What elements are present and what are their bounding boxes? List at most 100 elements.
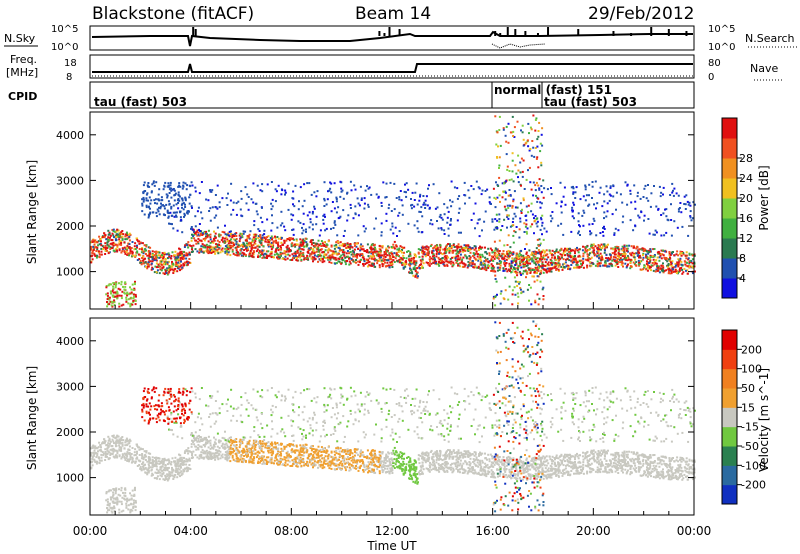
echo-point xyxy=(213,237,215,240)
echo-point xyxy=(585,194,588,197)
echo-point xyxy=(682,271,685,274)
echo-point xyxy=(626,465,629,468)
echo-point xyxy=(319,253,321,256)
echo-point xyxy=(615,257,618,260)
echo-point xyxy=(394,257,397,260)
echo-point xyxy=(319,243,322,245)
echo-point xyxy=(148,196,151,199)
echo-point xyxy=(159,265,162,268)
echo-point xyxy=(582,255,585,258)
echo-point xyxy=(119,235,122,238)
echo-point xyxy=(471,263,474,266)
echo-point xyxy=(449,455,452,458)
echo-point xyxy=(512,234,515,237)
echo-point xyxy=(111,435,114,437)
echo-point xyxy=(511,170,514,173)
echo-point xyxy=(508,252,511,255)
echo-point xyxy=(668,258,671,261)
echo-point xyxy=(170,257,173,260)
echo-point xyxy=(550,187,552,189)
echo-point xyxy=(523,257,526,259)
echo-point xyxy=(457,262,459,265)
echo-point xyxy=(545,264,548,267)
echo-point xyxy=(598,246,601,249)
echo-point xyxy=(305,245,308,248)
echo-point xyxy=(599,186,602,189)
echo-point xyxy=(127,233,130,236)
echo-point xyxy=(613,232,616,235)
echo-point xyxy=(398,247,401,250)
echo-point xyxy=(299,247,302,250)
echo-point xyxy=(447,256,449,259)
echo-point xyxy=(679,257,682,260)
echo-point xyxy=(678,207,681,209)
echo-point xyxy=(626,256,629,259)
echo-point xyxy=(446,454,449,457)
echo-point xyxy=(250,198,253,201)
echo-point xyxy=(336,234,339,237)
nsearch-series xyxy=(491,43,546,49)
echo-point xyxy=(155,262,158,265)
echo-point xyxy=(301,248,304,251)
cpid-segment-2: normal (fast) 151 xyxy=(494,83,612,97)
echo-point xyxy=(172,272,175,274)
echo-point xyxy=(347,214,350,217)
echo-point xyxy=(198,228,200,231)
echo-point xyxy=(148,258,151,261)
echo-point xyxy=(509,131,512,134)
echo-point xyxy=(662,266,665,269)
echo-point xyxy=(118,305,121,308)
echo-point xyxy=(176,253,179,256)
echo-point xyxy=(417,248,420,251)
echo-point xyxy=(247,208,250,211)
echo-point xyxy=(384,196,387,199)
echo-point xyxy=(312,242,315,244)
echo-point xyxy=(371,257,374,260)
echo-point xyxy=(212,250,215,253)
echo-point xyxy=(324,229,327,232)
echo-point xyxy=(514,215,517,218)
echo-point xyxy=(670,234,673,237)
echo-point xyxy=(658,268,661,271)
echo-point xyxy=(104,249,107,252)
echo-point xyxy=(419,195,421,198)
nsky-tick-bottom: 10^0 xyxy=(51,42,78,53)
echo-point xyxy=(409,254,412,257)
echo-point xyxy=(228,246,231,249)
echo-point xyxy=(387,207,390,210)
echo-point xyxy=(120,297,123,300)
echo-point xyxy=(599,262,602,265)
echo-point xyxy=(185,188,188,191)
echo-point xyxy=(497,185,500,187)
echo-point xyxy=(311,210,314,213)
echo-point xyxy=(436,220,438,222)
echo-point xyxy=(552,261,555,264)
echo-point xyxy=(582,245,584,248)
echo-point xyxy=(263,229,266,232)
echo-point xyxy=(353,184,356,187)
echo-point xyxy=(448,250,451,252)
echo-point xyxy=(468,248,471,251)
echo-point xyxy=(413,260,416,263)
echo-point xyxy=(354,212,357,215)
echo-point xyxy=(396,260,399,263)
echo-point xyxy=(646,256,649,259)
echo-point xyxy=(213,235,216,238)
echo-point xyxy=(688,252,691,255)
echo-point xyxy=(155,252,157,255)
echo-point xyxy=(299,244,302,247)
echo-point xyxy=(464,247,467,250)
echo-point xyxy=(223,240,226,243)
echo-point xyxy=(492,256,495,259)
echo-point xyxy=(543,251,546,254)
echo-point xyxy=(684,203,687,206)
echo-point xyxy=(281,189,284,192)
echo-point xyxy=(92,248,95,251)
echo-point xyxy=(609,254,612,256)
echo-point xyxy=(93,243,96,246)
echo-point xyxy=(128,254,130,257)
echo-point xyxy=(124,285,127,288)
echo-point xyxy=(195,233,197,236)
echo-point xyxy=(604,249,606,252)
echo-point xyxy=(563,266,566,268)
